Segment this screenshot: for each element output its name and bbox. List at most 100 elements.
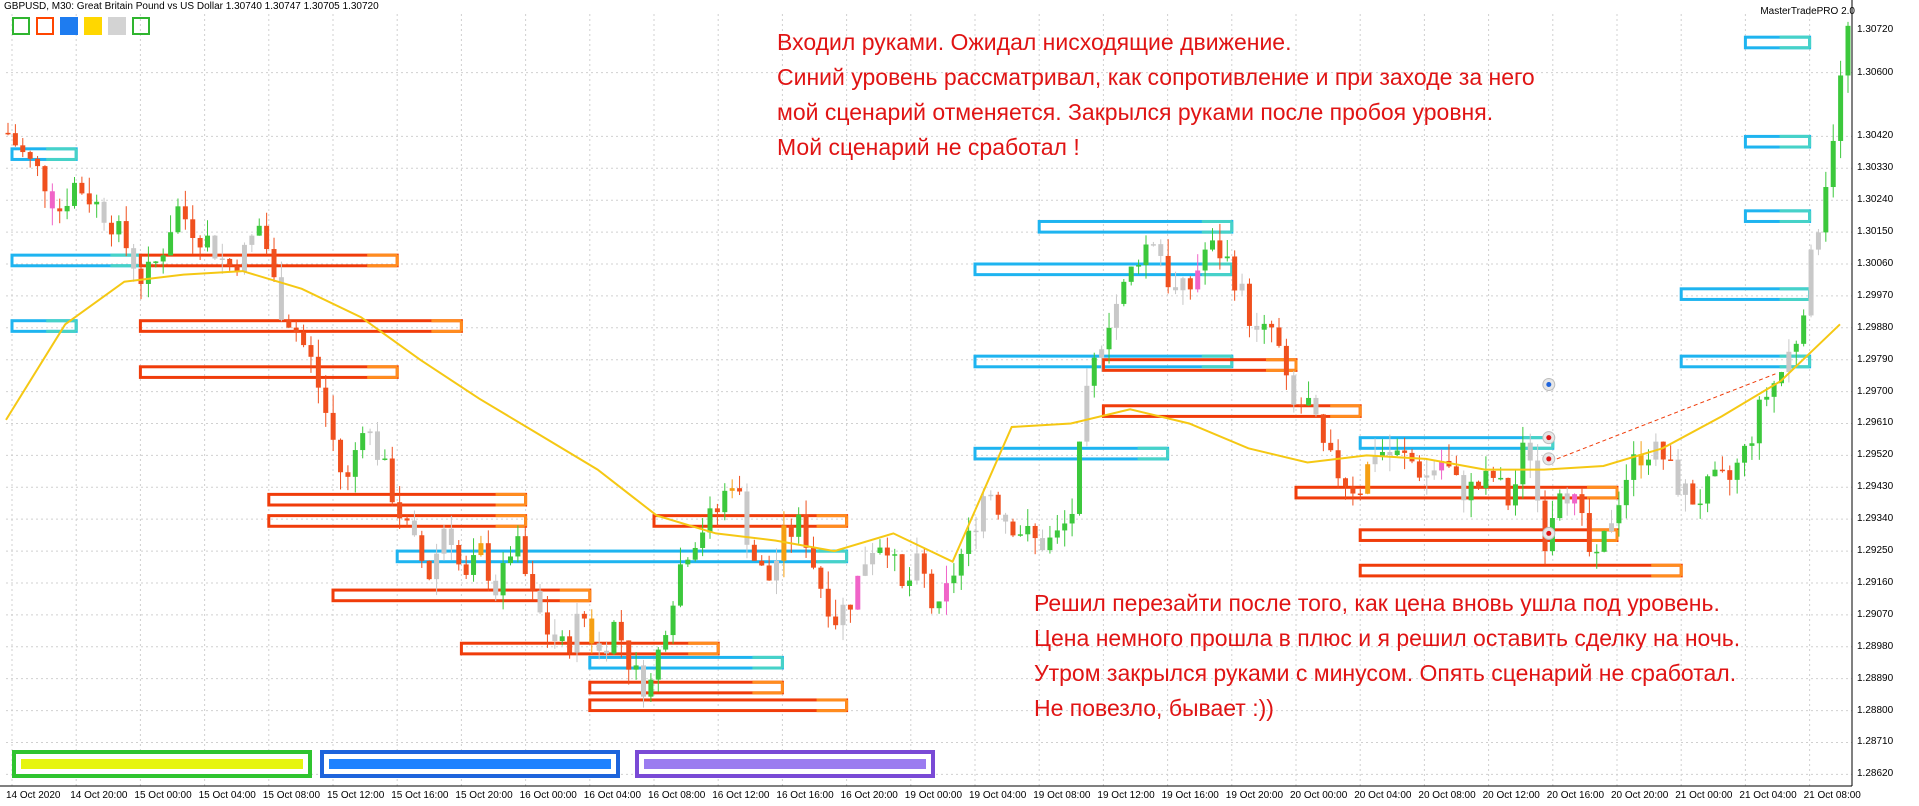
green-status-bar-fill xyxy=(20,758,304,770)
candle-body xyxy=(345,472,351,477)
candle-body xyxy=(1357,493,1363,496)
candle-body xyxy=(1764,396,1770,400)
candle-body xyxy=(1793,343,1799,352)
candle-body xyxy=(1712,469,1718,477)
candle-body xyxy=(522,536,528,575)
candle-body xyxy=(1209,240,1215,250)
candle-body xyxy=(352,450,358,477)
candle-body xyxy=(1394,450,1400,456)
candle-body xyxy=(1246,283,1252,326)
candle-body xyxy=(1557,493,1563,519)
price-tick-label: 1.30150 xyxy=(1853,226,1919,238)
candle-body xyxy=(507,556,513,564)
candle-body xyxy=(411,520,417,536)
time-tick-label: 19 Oct 04:00 xyxy=(969,790,1027,801)
level-zone xyxy=(588,655,784,670)
moving-average-line xyxy=(5,270,1841,564)
candle-body xyxy=(175,206,181,233)
candle-body xyxy=(862,564,868,576)
annotation-line: Мой сценарий не сработал ! xyxy=(777,134,1080,160)
candle-body xyxy=(278,277,284,320)
candle-body xyxy=(1158,244,1164,256)
candle-body xyxy=(1431,470,1437,476)
candle-body xyxy=(478,543,484,556)
candle-body xyxy=(1520,442,1526,485)
candle-body xyxy=(700,532,706,548)
chart-header: GBPUSD, M30: Great Britain Pound vs US D… xyxy=(4,1,379,12)
time-tick-label: 21 Oct 08:00 xyxy=(1803,790,1861,801)
red-frame-button[interactable] xyxy=(36,17,54,35)
candle-body xyxy=(160,255,166,262)
time-tick-label: 16 Oct 16:00 xyxy=(776,790,834,801)
candle-body xyxy=(980,496,986,532)
candle-body xyxy=(544,612,550,635)
candle-body xyxy=(847,604,853,610)
green-frame-button[interactable] xyxy=(12,17,30,35)
candle-body xyxy=(286,319,292,328)
candle-body xyxy=(1106,327,1112,350)
blue-square-button[interactable] xyxy=(60,17,78,35)
candle-body xyxy=(1505,477,1511,506)
yellow-square-button[interactable] xyxy=(84,17,102,35)
candle-body xyxy=(1815,232,1821,250)
chart-axes xyxy=(0,0,1853,787)
candle-body xyxy=(456,544,462,565)
candle-body xyxy=(397,502,403,519)
candle-body xyxy=(751,544,757,561)
candle-body xyxy=(145,261,151,284)
candle-body xyxy=(1402,450,1408,453)
candle-body xyxy=(1623,479,1629,506)
candle-body xyxy=(1771,383,1777,397)
candle-body xyxy=(1173,287,1179,291)
candle-body xyxy=(1128,266,1134,282)
candle-body xyxy=(1682,483,1688,495)
gray-square-button[interactable] xyxy=(108,17,126,35)
candle-body xyxy=(1032,525,1038,539)
candle-body xyxy=(1527,442,1533,461)
candle-body xyxy=(168,232,174,256)
price-tick-label: 1.28710 xyxy=(1853,736,1919,748)
candle-body xyxy=(86,193,92,205)
level-zone xyxy=(973,446,1170,461)
time-tick-label: 19 Oct 12:00 xyxy=(1097,790,1155,801)
candle-body xyxy=(12,133,18,146)
candle-body xyxy=(212,235,218,259)
candle-body xyxy=(64,205,70,212)
candle-body xyxy=(1645,459,1651,466)
price-tick-label: 1.29340 xyxy=(1853,513,1919,525)
candle-body xyxy=(1416,461,1422,478)
level-zone xyxy=(1743,134,1812,149)
candle-body xyxy=(426,560,432,580)
price-tick-label: 1.28980 xyxy=(1853,640,1919,652)
candle-body xyxy=(101,201,107,223)
candle-body xyxy=(892,554,898,556)
candle-body xyxy=(1350,486,1356,494)
candle-body xyxy=(182,206,188,220)
candle-body xyxy=(1476,481,1482,489)
candle-body xyxy=(870,552,876,565)
price-tick-label: 1.30330 xyxy=(1853,162,1919,174)
green-red-lines-button[interactable] xyxy=(132,17,150,35)
price-tick-label: 1.29250 xyxy=(1853,545,1919,557)
price-tick-label: 1.29070 xyxy=(1853,608,1919,620)
candle-body xyxy=(530,574,536,591)
candle-body xyxy=(1328,442,1334,451)
candle-body xyxy=(1306,397,1312,406)
trade-markers xyxy=(1542,373,1776,540)
time-tick-label: 15 Oct 16:00 xyxy=(391,790,449,801)
candle-body xyxy=(35,158,41,167)
candle-body xyxy=(737,488,743,492)
candle-body xyxy=(1121,281,1127,304)
candle-body xyxy=(1291,375,1297,405)
blue-status-bar-fill xyxy=(328,758,612,770)
candle-body xyxy=(581,613,587,619)
time-tick-label: 16 Oct 12:00 xyxy=(712,790,770,801)
candle-body xyxy=(367,431,373,434)
candle-body xyxy=(493,580,499,596)
candle-body xyxy=(20,145,26,153)
candle-body xyxy=(1675,459,1681,495)
support-resistance-zones xyxy=(10,35,1812,713)
candle-body xyxy=(463,564,469,575)
level-zone xyxy=(1743,35,1812,50)
